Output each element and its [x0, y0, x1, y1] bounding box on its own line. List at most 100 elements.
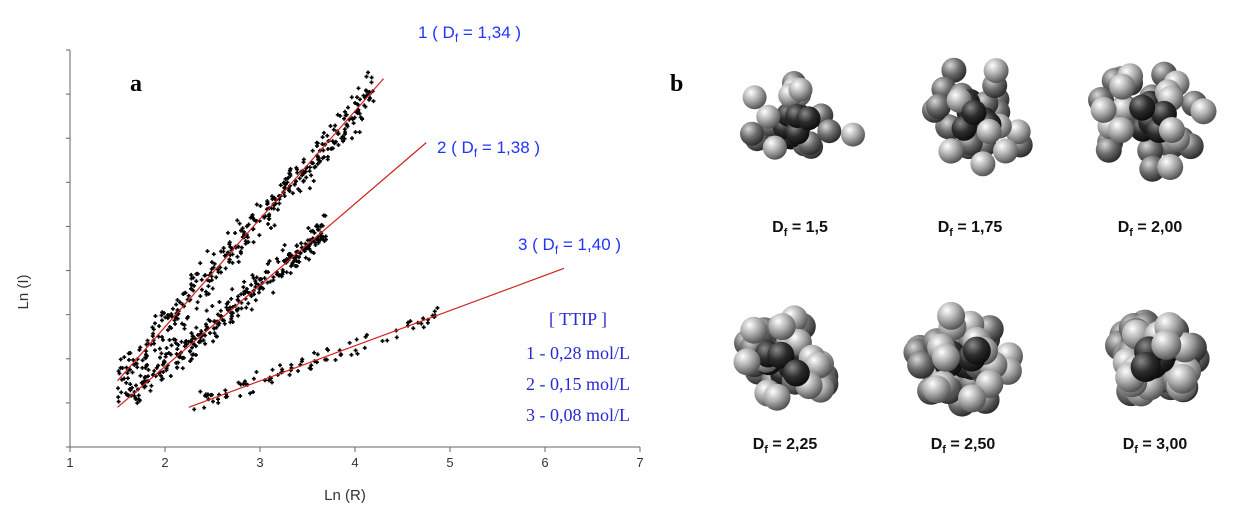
- series-2-point: [316, 227, 321, 232]
- series-2-point: [241, 292, 246, 297]
- series-2-point: [135, 400, 140, 405]
- series-2-point: [175, 365, 180, 370]
- series-3-point: [325, 347, 330, 352]
- x-tick-label: 3: [256, 455, 263, 470]
- series-3-point: [364, 332, 369, 337]
- series-2-point: [204, 308, 209, 313]
- series-1-point: [282, 194, 287, 199]
- series-3-point: [405, 320, 410, 325]
- sphere: [937, 301, 966, 330]
- series-2-point: [211, 339, 216, 344]
- series-1-point: [356, 86, 361, 91]
- series-1-point: [116, 395, 121, 400]
- sphere: [763, 383, 791, 411]
- series-2-point: [234, 307, 239, 312]
- cluster-6: Df = 3,00: [1105, 309, 1210, 456]
- series-1-point: [342, 116, 347, 121]
- x-tick-label: 6: [541, 455, 548, 470]
- series-1-point: [214, 275, 219, 280]
- series-3-point: [204, 394, 209, 399]
- series-1-point: [116, 369, 121, 374]
- series-2-point: [268, 279, 273, 284]
- series-2-point: [210, 304, 215, 309]
- series-1-point: [138, 345, 143, 350]
- series-3-point: [287, 372, 292, 377]
- series-1-point: [300, 173, 305, 178]
- series-2-point: [168, 352, 173, 357]
- sphere: [1158, 117, 1185, 143]
- series-3-point: [323, 357, 328, 362]
- series-2-point: [212, 326, 217, 331]
- series-1-point: [210, 286, 215, 291]
- series-3-point: [394, 335, 399, 340]
- series-1-point: [286, 188, 291, 193]
- series-3-point: [280, 367, 285, 372]
- series-2-point: [128, 382, 133, 387]
- series-1-point: [225, 250, 230, 255]
- series-1-point: [353, 130, 358, 135]
- cluster-6-label: Df = 3,00: [1123, 436, 1188, 456]
- series-1-point: [349, 136, 354, 141]
- series-2-point: [186, 339, 191, 344]
- series-1-point: [124, 380, 129, 385]
- series-3-point: [215, 397, 220, 402]
- x-tick-label: 1: [66, 455, 73, 470]
- sphere: [941, 57, 967, 83]
- sphere: [804, 351, 832, 379]
- series-1-point: [130, 385, 135, 390]
- series-2-point: [294, 243, 299, 248]
- series-2-point: [198, 339, 203, 344]
- series-2-point: [215, 312, 220, 317]
- series-3-point: [411, 326, 416, 331]
- series-1-point: [198, 294, 203, 299]
- series-3-point: [349, 352, 354, 357]
- series-2-point: [299, 241, 304, 246]
- series-1-point: [320, 135, 325, 140]
- series-1-point: [221, 246, 226, 251]
- series-1-point: [235, 254, 240, 259]
- series-1-point: [338, 113, 343, 118]
- sphere: [740, 121, 764, 146]
- sphere: [1090, 96, 1117, 123]
- series-1-point: [172, 318, 177, 323]
- series-1-point: [354, 95, 359, 100]
- series-3-point: [421, 316, 426, 321]
- series-3-point: [347, 340, 352, 345]
- series-3-point: [296, 369, 301, 374]
- panel-b-cluster-models: b Df = 1,5 Df = 1,75 Df = 2,00 Df = 2,25 Df …: [670, 57, 1217, 456]
- series-1-point: [325, 147, 330, 152]
- series-1-point: [352, 100, 357, 105]
- series-2-point: [188, 359, 193, 364]
- series-1-point: [227, 240, 232, 245]
- series-3-point: [299, 359, 304, 364]
- sphere: [926, 93, 951, 119]
- scatter-points: [116, 70, 440, 412]
- series-1-point: [325, 154, 330, 159]
- series-2-point: [316, 237, 321, 242]
- series-3-point: [223, 388, 228, 393]
- sphere: [961, 99, 987, 125]
- series-2-fit-line: [117, 142, 427, 408]
- series-1-point: [335, 112, 340, 117]
- sphere: [938, 138, 964, 164]
- series-1-point: [191, 275, 196, 280]
- series-2-point: [282, 243, 287, 248]
- series-3-point: [308, 366, 313, 371]
- series-1-point: [186, 293, 191, 298]
- series-1-point: [169, 312, 174, 317]
- series-1-point: [321, 130, 326, 135]
- series-1-point: [341, 139, 346, 144]
- series-2-point: [293, 263, 298, 268]
- series-3-point: [421, 325, 426, 330]
- series-1-point: [298, 189, 303, 194]
- sphere: [976, 118, 1002, 144]
- series-1-point: [313, 164, 318, 169]
- series-2-point: [254, 281, 259, 286]
- series-3-label: 3 ( Df = 1,40 ): [518, 235, 621, 257]
- series-1-point: [124, 365, 129, 370]
- series-1-point: [267, 212, 272, 217]
- series-1-point: [321, 155, 326, 160]
- series-3-point: [435, 305, 440, 310]
- series-1-point: [235, 218, 240, 223]
- series-1-point: [198, 261, 203, 266]
